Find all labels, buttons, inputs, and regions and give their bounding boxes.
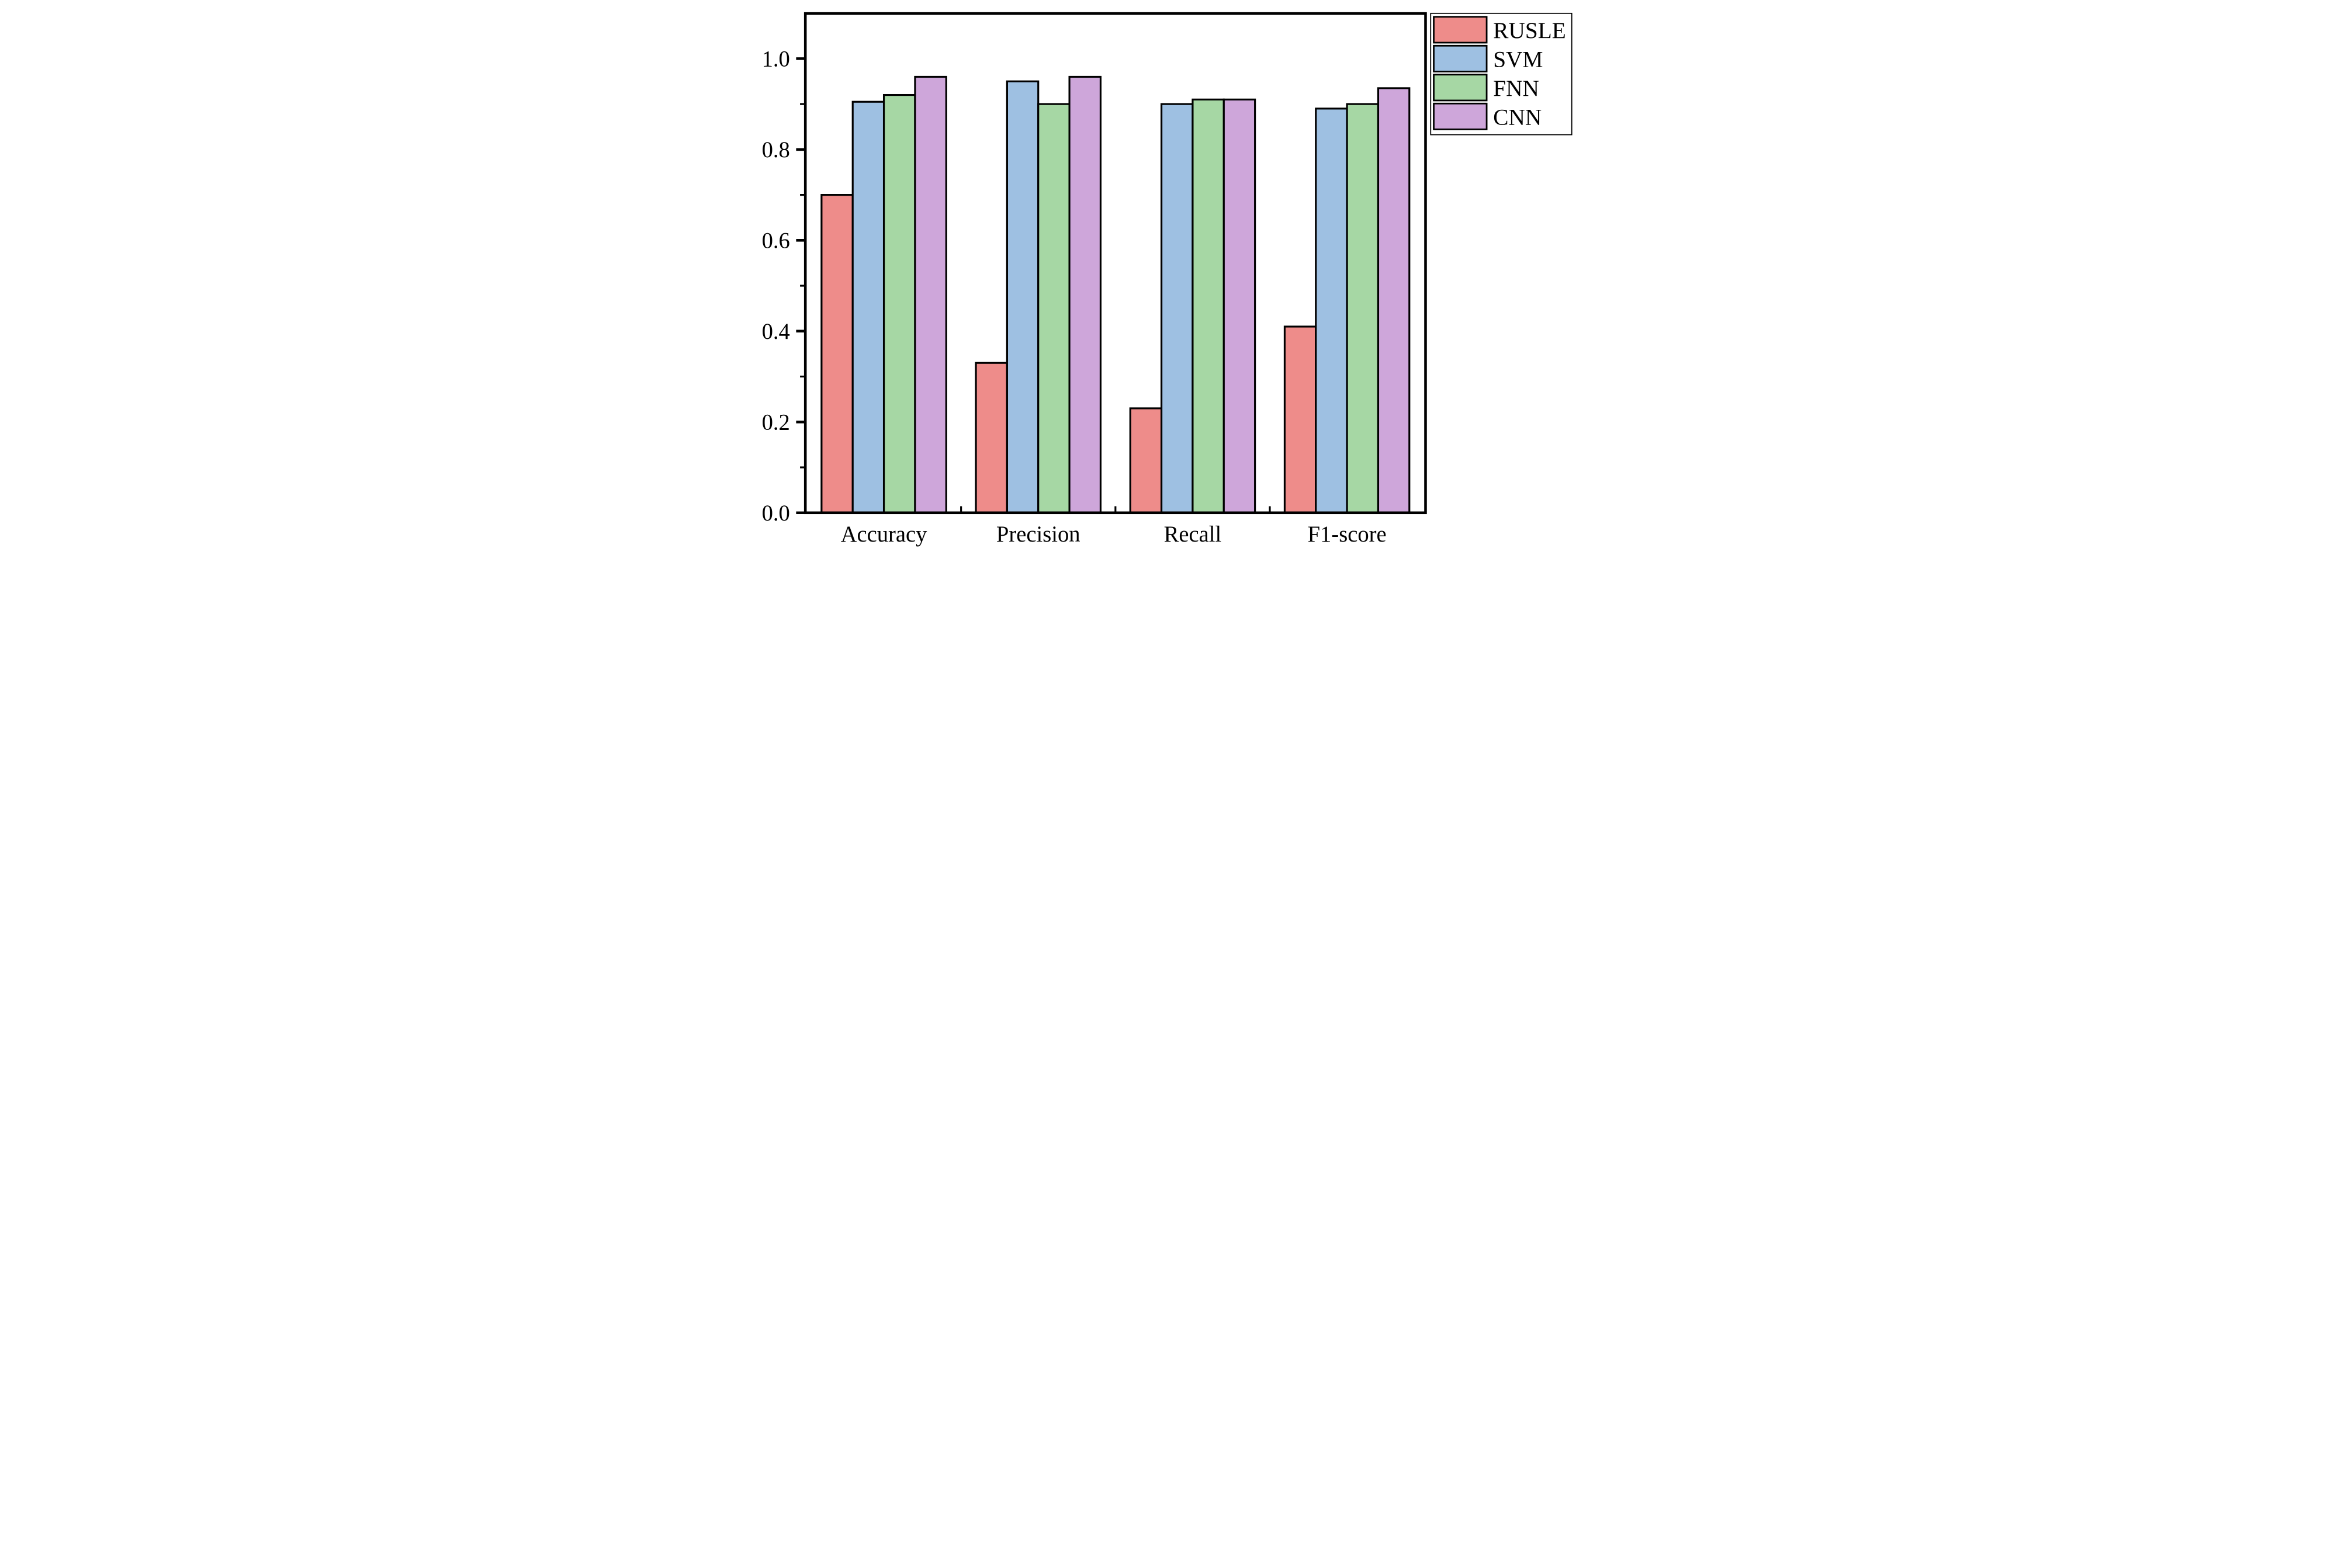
bar-svm-f1-score (1314, 107, 1348, 514)
bar-svm-recall (1160, 103, 1194, 514)
bar-cnn-f1-score (1377, 87, 1410, 514)
x-category-label-f1-score: F1-score (1307, 522, 1386, 547)
bar-cnn-precision (1068, 75, 1102, 514)
bar-fnn-accuracy (882, 93, 916, 514)
bar-fnn-f1-score (1346, 103, 1379, 514)
x-category-label-precision: Precision (996, 522, 1080, 547)
bar-chart-svg: 0.0 0.2 0.4 0.6 0.8 1.0 Accuracy Precision Recal… (756, 0, 1575, 550)
x-category-label-accuracy: Accuracy (840, 522, 927, 547)
y-axis-tick-label: 0.8 (761, 138, 789, 162)
legend-swatch-cnn (1432, 102, 1487, 130)
legend-label-rusle: RUSLE (1493, 18, 1565, 43)
y-axis-tick-label: 0.2 (761, 411, 789, 435)
legend-label-fnn: FNN (1493, 75, 1539, 101)
bar-rusle-precision (974, 362, 1008, 514)
bar-cnn-recall (1222, 98, 1256, 514)
bar-rusle-recall (1129, 407, 1162, 514)
legend-swatch-svm (1432, 44, 1487, 72)
y-axis-tick-label: 1.0 (761, 47, 789, 72)
bar-fnn-recall (1191, 98, 1225, 514)
legend-label-svm: SVM (1493, 46, 1543, 72)
bar-svm-precision (1006, 80, 1039, 514)
x-category-label-recall: Recall (1163, 522, 1221, 547)
bar-svm-accuracy (851, 100, 885, 514)
y-axis-tick-label: 0.4 (761, 320, 789, 344)
legend-swatch-rusle (1432, 16, 1487, 44)
bar-rusle-f1-score (1283, 325, 1317, 514)
legend-swatch-fnn (1432, 74, 1487, 102)
legend-label-cnn: CNN (1493, 104, 1542, 130)
y-axis-tick-label: 0.0 (761, 501, 789, 526)
bar-cnn-accuracy (913, 75, 947, 514)
bar-chart-figure: 0.0 0.2 0.4 0.6 0.8 1.0 Accuracy Precision Recal… (756, 0, 1575, 550)
y-axis-tick-label: 0.6 (761, 229, 789, 254)
bar-rusle-accuracy (820, 194, 854, 514)
bar-fnn-precision (1037, 103, 1071, 514)
plot-frame (803, 12, 1427, 515)
